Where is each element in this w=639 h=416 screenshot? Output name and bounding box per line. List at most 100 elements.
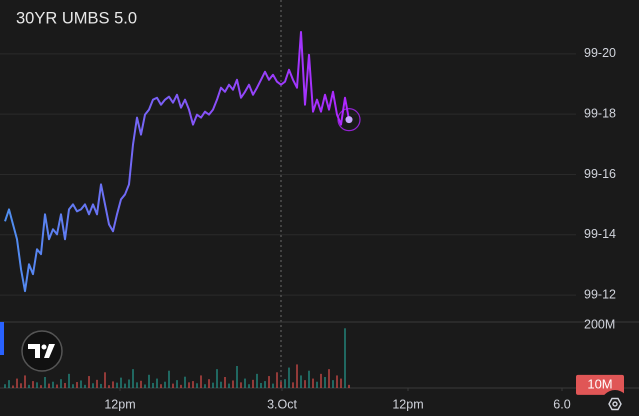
volume-bar bbox=[28, 384, 30, 388]
last-point bbox=[345, 116, 353, 124]
volume-bar bbox=[296, 364, 298, 388]
volume-bar bbox=[312, 378, 314, 388]
pane-accent bbox=[0, 322, 4, 355]
volume-bar bbox=[208, 379, 210, 388]
volume-bar bbox=[64, 382, 66, 388]
volume-bar bbox=[156, 378, 158, 388]
volume-bar bbox=[68, 373, 70, 388]
volume-bar bbox=[252, 379, 254, 388]
volume-bar bbox=[200, 375, 202, 388]
volume-bar bbox=[116, 382, 118, 388]
volume-bar bbox=[100, 383, 102, 388]
volume-bar bbox=[256, 373, 258, 388]
volume-bar bbox=[80, 380, 82, 388]
volume-bar bbox=[92, 383, 94, 388]
chart-title: 30YR UMBS 5.0 bbox=[16, 9, 137, 27]
volume-bar bbox=[132, 369, 134, 388]
volume-bar bbox=[164, 381, 166, 388]
volume-bar bbox=[144, 384, 146, 388]
volume-bar bbox=[4, 384, 6, 388]
volume-bar bbox=[112, 381, 114, 388]
volume-bar bbox=[268, 376, 270, 388]
volume-bar bbox=[272, 383, 274, 388]
volume-bar bbox=[20, 383, 22, 388]
volume-bar bbox=[180, 384, 182, 388]
last-point-halo bbox=[337, 108, 361, 132]
volume-bar bbox=[168, 370, 170, 388]
volume-bar bbox=[260, 382, 262, 388]
volume-bar bbox=[300, 375, 302, 388]
volume-bar bbox=[84, 384, 86, 388]
volume-bar bbox=[264, 381, 266, 388]
volume-bar bbox=[172, 383, 174, 388]
volume-bar bbox=[340, 378, 342, 388]
volume-bar bbox=[288, 367, 290, 388]
volume-bar bbox=[52, 381, 54, 388]
y-tick-label: 99-12 bbox=[584, 287, 616, 301]
volume-badge bbox=[576, 374, 624, 395]
volume-bar bbox=[12, 385, 14, 388]
volume-bar bbox=[88, 376, 90, 388]
volume-bar bbox=[324, 377, 326, 388]
volume-bar bbox=[8, 380, 10, 388]
volume-tick-label: 200M bbox=[584, 317, 615, 331]
volume-bar bbox=[160, 384, 162, 388]
volume-bar bbox=[320, 373, 322, 388]
settings-button[interactable] bbox=[601, 390, 629, 416]
x-tick-label: 6.0 bbox=[553, 397, 570, 411]
volume-bar bbox=[336, 375, 338, 388]
volume-bar bbox=[76, 382, 78, 388]
x-tick-label: 12pm bbox=[104, 397, 135, 411]
volume-bar bbox=[192, 381, 194, 388]
volume-bar bbox=[344, 328, 346, 388]
volume-bar bbox=[188, 382, 190, 388]
x-tick-label: 12pm bbox=[392, 397, 423, 411]
volume-bar bbox=[120, 377, 122, 388]
volume-bar bbox=[44, 377, 46, 388]
volume-bar bbox=[36, 382, 38, 388]
volume-bar bbox=[60, 379, 62, 388]
volume-bar bbox=[152, 382, 154, 388]
volume-badge-label: 10M bbox=[587, 376, 612, 391]
volume-bar bbox=[32, 381, 34, 388]
volume-bar bbox=[328, 369, 330, 388]
y-tick-label: 99-18 bbox=[584, 106, 616, 120]
y-tick-label: 99-14 bbox=[584, 227, 616, 241]
volume-bar bbox=[108, 385, 110, 388]
volume-bar bbox=[176, 380, 178, 388]
price-line bbox=[4, 30, 350, 293]
volume-bar bbox=[56, 384, 58, 388]
volume-bar bbox=[72, 384, 74, 388]
volume-bar bbox=[244, 378, 246, 388]
volume-bar bbox=[280, 381, 282, 388]
volume-bar bbox=[332, 380, 334, 388]
y-tick-label: 99-20 bbox=[584, 46, 616, 60]
volume-bar bbox=[16, 378, 18, 388]
volume-bar bbox=[184, 376, 186, 388]
y-tick-label: 99-16 bbox=[584, 167, 616, 181]
volume-bar bbox=[96, 379, 98, 388]
volume-bar bbox=[136, 382, 138, 388]
volume-bar bbox=[284, 379, 286, 388]
volume-bar bbox=[48, 383, 50, 388]
volume-bar bbox=[236, 366, 238, 388]
volume-bar bbox=[276, 372, 278, 388]
volume-bar bbox=[240, 382, 242, 388]
volume-bar bbox=[40, 385, 42, 388]
volume-bar bbox=[212, 382, 214, 388]
x-tick-label: 3.Oct bbox=[267, 397, 297, 411]
logo[interactable] bbox=[21, 330, 63, 372]
volume-bar bbox=[316, 381, 318, 388]
volume-bar bbox=[104, 372, 106, 388]
volume-bar bbox=[348, 384, 350, 388]
volume-bar bbox=[216, 369, 218, 388]
volume-bar bbox=[224, 377, 226, 388]
volume-bar bbox=[248, 384, 250, 388]
volume-bar bbox=[232, 380, 234, 388]
volume-bar bbox=[128, 379, 130, 388]
volume-bar bbox=[304, 380, 306, 388]
volume-bar bbox=[308, 370, 310, 388]
